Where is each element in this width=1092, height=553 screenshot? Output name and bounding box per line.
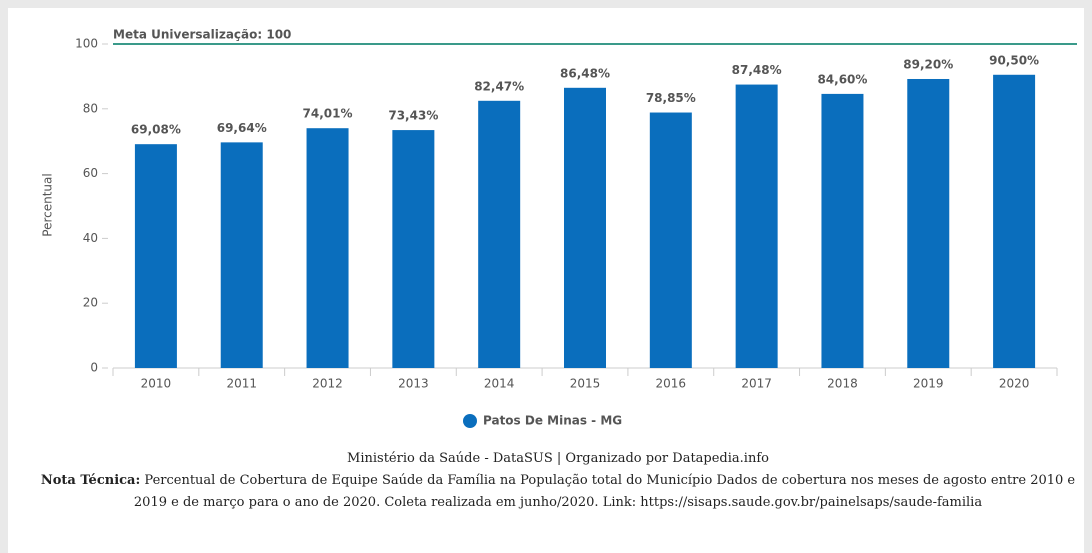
value-label: 89,20%	[903, 57, 953, 71]
note: Nota Técnica: Percentual de Cobertura de…	[41, 473, 1075, 510]
bar	[649, 112, 692, 368]
value-label: 87,48%	[732, 63, 782, 77]
y-tick-label: 0	[90, 361, 98, 375]
bar	[564, 87, 606, 368]
y-tick-label: 80	[83, 101, 98, 115]
legend-label: Patos De Minas - MG	[483, 414, 622, 428]
y-axis-label: Percentual	[41, 173, 55, 236]
y-tick-label: 40	[83, 231, 98, 245]
bar	[735, 84, 778, 369]
value-label: 69,08%	[131, 123, 181, 137]
bar	[821, 93, 864, 369]
x-tick-label: 2011	[226, 377, 257, 391]
y-tick-label: 20	[83, 296, 98, 310]
y-tick-label: 60	[83, 166, 98, 180]
bar	[478, 100, 521, 368]
bar	[220, 142, 263, 368]
bar	[134, 144, 177, 368]
value-label: 82,47%	[474, 79, 524, 93]
card	[8, 8, 1084, 553]
reference-label: Meta Universalização: 100	[113, 28, 291, 42]
legend-marker	[463, 414, 477, 428]
x-tick-label: 2019	[913, 377, 944, 391]
bar	[306, 128, 349, 368]
value-label: 78,85%	[646, 91, 696, 105]
source: Ministério da Saúde - DataSUS | Organiza…	[347, 451, 769, 466]
x-tick-label: 2016	[656, 377, 687, 391]
note-text: Percentual de Cobertura de Equipe Saúde …	[133, 473, 1076, 510]
x-tick-label: 2010	[141, 377, 172, 391]
x-tick-label: 2015	[570, 377, 601, 391]
x-tick-label: 2020	[999, 377, 1030, 391]
bar	[907, 78, 950, 368]
chart: Percentual 0 20 40 60 80 100 Meta Universaliza…	[41, 28, 1077, 428]
y-tick-label: 100	[75, 37, 98, 51]
footer: Ministério da Saúde - DataSUS | Organiza…	[40, 448, 1076, 514]
x-tick-label: 2018	[827, 377, 858, 391]
value-label: 73,43%	[388, 109, 438, 123]
x-tick-label: 2014	[484, 377, 515, 391]
value-label: 90,50%	[989, 53, 1039, 67]
value-label: 84,60%	[817, 72, 867, 86]
value-label: 74,01%	[303, 107, 353, 121]
bar	[993, 74, 1036, 368]
note-label: Nota Técnica:	[40, 473, 141, 488]
x-tick-label: 2013	[398, 377, 429, 391]
value-label: 86,48%	[560, 66, 610, 80]
value-label: 69,64%	[217, 121, 267, 135]
bar	[392, 130, 435, 368]
x-tick-label: 2017	[741, 377, 772, 391]
x-tick-label: 2012	[312, 377, 343, 391]
